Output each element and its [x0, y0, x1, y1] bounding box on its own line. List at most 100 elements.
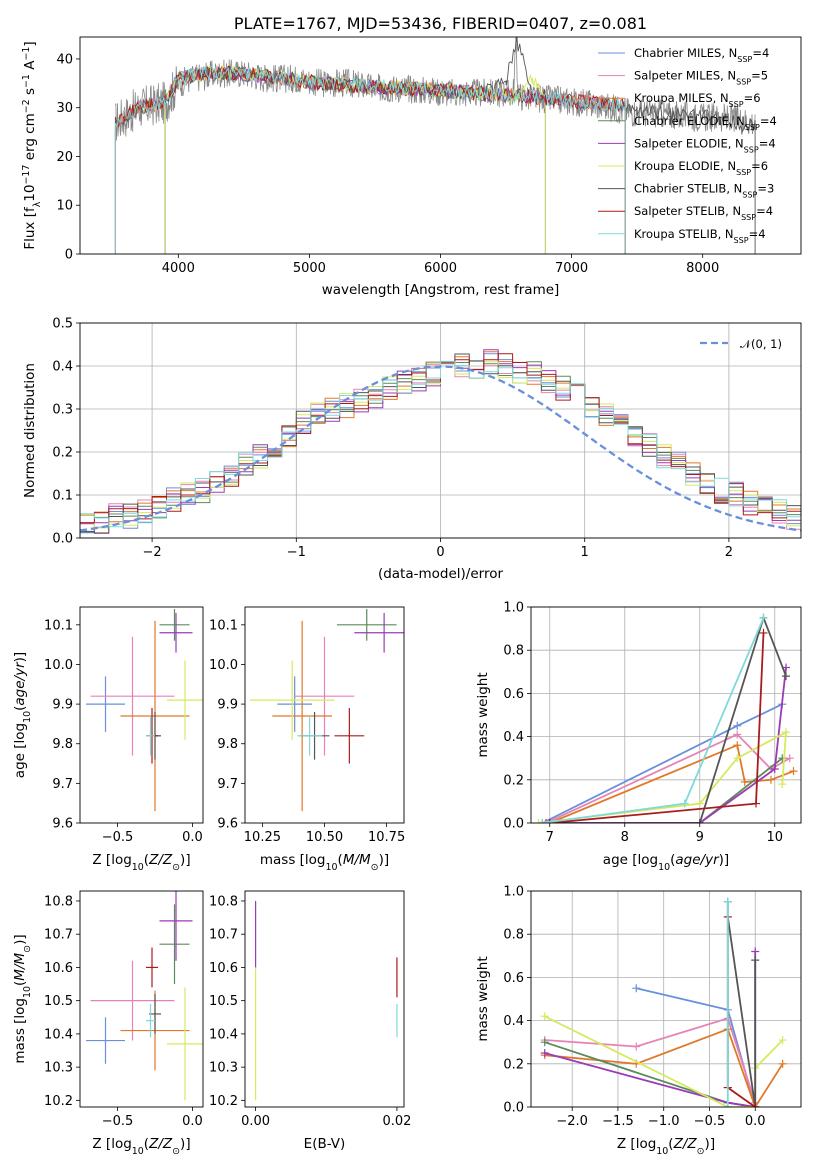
weight-marker: [540, 1038, 549, 1047]
y-tick-label: 0.0: [503, 817, 524, 832]
legend-entry: Chabrier STELIB, NSSP=3: [634, 182, 774, 200]
y-tick-label: 10.4: [209, 1027, 238, 1042]
y-tick-label: 0.4: [52, 360, 73, 375]
spectrum-legend: Chabrier MILES, NSSP=4 Salpeter MILES, NS…: [598, 46, 777, 244]
weight-marker: [751, 947, 760, 956]
weight-marker: [751, 956, 760, 965]
legend-entry: Kroupa ELODIE, NSSP=6: [634, 159, 768, 177]
weight-marker: [723, 1103, 732, 1107]
model-line: [114, 66, 626, 254]
axes-frame: [79, 36, 802, 255]
panel-mass_vs_ebv: 0.00 0.02 10.2 10.3 10.4 10.5 10.6 10.7 10.8 E(B-…: [209, 890, 411, 1152]
y-tick-label: 10: [56, 199, 73, 214]
weight-line: [544, 1041, 756, 1107]
axes-frame: [244, 606, 405, 824]
weight-marker: [759, 613, 768, 622]
y-tick-label: 0.5: [52, 317, 73, 332]
y-tick-label: 20: [56, 150, 73, 165]
y-tick-label: 0.0: [52, 532, 73, 547]
weight-marker: [540, 1049, 549, 1057]
x-tick-label: −0.5: [694, 1114, 726, 1129]
x-tick-label: −2: [143, 545, 162, 560]
y-tick-label: 0.3: [52, 403, 73, 418]
legend-entry: Salpeter MILES, NSSP=5: [634, 69, 768, 87]
weight-marker: [540, 1012, 549, 1021]
y-tick-label: 0.8: [503, 644, 524, 659]
x-axis-label: age [log10(age/yr)]: [603, 852, 729, 873]
model-line: [114, 37, 756, 254]
y-tick-label: 1.0: [503, 885, 524, 900]
legend-entry: Salpeter ELODIE, NSSP=4: [634, 136, 776, 154]
x-tick-label: 10.75: [368, 830, 405, 845]
weight-marker: [767, 775, 775, 784]
residuals-plot: [80, 349, 801, 537]
normal-curve: [80, 365, 801, 532]
x-tick-label: 4000: [162, 261, 195, 276]
y-tick-label: 9.8: [52, 737, 73, 752]
panel-mass_vs_Z: −0.5 0.0 10.2 10.3 10.4 10.5 10.6 10.7 10.8 Z [lo…: [12, 890, 204, 1157]
y-tick-label: 0.4: [503, 730, 524, 745]
weight-line: [542, 617, 765, 823]
weight-marker: [695, 799, 704, 808]
y-tick-label: 40: [56, 52, 73, 67]
x-tick-label: 0.02: [382, 1114, 411, 1129]
y-tick-label: 10.7: [209, 928, 238, 943]
weight_vs_Z-plot: [540, 897, 787, 1107]
panel-weight_vs_age: 7 8 9 10 0.0 0.2 0.4 0.6 0.8 1.0 age [log10(age/yr…: [475, 601, 802, 873]
x-tick-label: 8000: [686, 261, 719, 276]
y-tick-label: 9.9: [217, 698, 238, 713]
legend-entry: Salpeter STELIB, NSSP=4: [634, 204, 773, 222]
mass_vs_ebv-plot: [255, 900, 398, 1101]
y-tick-label: 0.6: [503, 687, 524, 702]
axes-frame: [530, 890, 802, 1108]
weight-marker: [733, 741, 742, 750]
x-tick-label: 0.0: [182, 830, 203, 845]
y-tick-label: 0.2: [52, 446, 73, 461]
x-tick-label: −1: [287, 545, 306, 560]
x-tick-label: −0.5: [102, 1114, 134, 1129]
x-tick-label: 9: [696, 830, 704, 845]
x-tick-label: 5000: [293, 261, 326, 276]
y-tick-label: 0.2: [503, 773, 524, 788]
y-tick-label: 0.0: [503, 1101, 524, 1116]
x-tick-label: 7000: [555, 261, 588, 276]
histogram-step: [80, 360, 801, 528]
weight-marker: [778, 780, 787, 789]
x-tick-label: 6000: [424, 261, 457, 276]
weight-marker: [723, 897, 732, 906]
y-tick-label: 9.8: [217, 737, 238, 752]
y-tick-label: 0.1: [52, 489, 73, 504]
x-tick-label: 2: [725, 545, 733, 560]
x-axis-label: E(B-V): [304, 1136, 346, 1152]
y-tick-label: 10.1: [209, 618, 238, 633]
y-tick-label: 0.8: [503, 928, 524, 943]
age_vs_Z-plot: [86, 608, 203, 812]
weight-line: [726, 901, 757, 1107]
y-tick-label: 10.5: [209, 994, 238, 1009]
y-tick-label: 10.1: [44, 618, 73, 633]
spectrum-plot: [114, 37, 756, 254]
x-tick-label: 0.0: [745, 1114, 766, 1129]
y-tick-label: 30: [56, 101, 73, 116]
weight-marker: [632, 1042, 641, 1051]
histogram-step: [80, 353, 801, 525]
axes-frame: [79, 322, 802, 539]
x-tick-label: 0: [436, 545, 444, 560]
axes-frame: [530, 606, 802, 824]
legend-entry: Kroupa STELIB, NSSP=4: [634, 227, 766, 245]
legend-entry: 𝒩(0, 1): [740, 337, 782, 351]
y-tick-label: 10.2: [209, 1094, 238, 1109]
weight-line: [546, 667, 787, 823]
weight-marker: [782, 672, 790, 681]
figure-title: PLATE=1767, MJD=53436, FIBERID=0407, z=0…: [234, 14, 647, 33]
weight-marker: [785, 754, 794, 763]
legend-entry: Chabrier MILES, NSSP=4: [634, 46, 769, 64]
model-line: [114, 66, 626, 254]
y-tick-label: 10.0: [209, 658, 238, 673]
x-axis-label: mass [log10(M/M⊙)]: [260, 852, 389, 873]
x-tick-label: −0.5: [102, 830, 134, 845]
axes-frame: [79, 890, 204, 1108]
y-tick-label: 10.4: [44, 1027, 73, 1042]
